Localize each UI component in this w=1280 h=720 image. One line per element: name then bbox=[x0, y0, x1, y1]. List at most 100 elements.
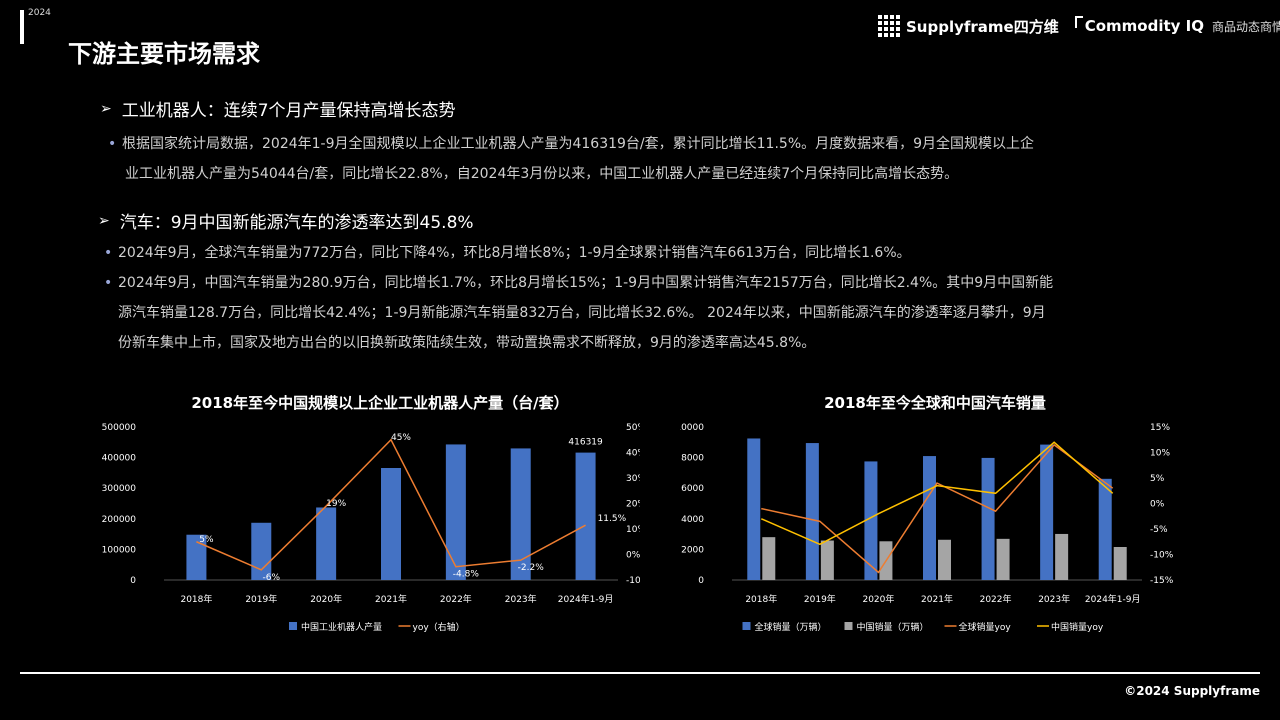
bullet-line: 业工业机器人产量为54044台/套，同比增长22.8%，自2024年3月份以来，… bbox=[125, 166, 959, 182]
footer-copyright: ©2024 Supplyframe bbox=[1124, 684, 1260, 698]
y-right-tick-label: 0% bbox=[1150, 500, 1165, 510]
y-right-tick-label: -10% bbox=[1150, 551, 1174, 561]
legend-label: 中国销量（万辆） bbox=[857, 621, 929, 633]
chart-title-auto: 2018年至今全球和中国汽车销量 bbox=[824, 394, 1046, 412]
data-label: 5% bbox=[199, 535, 214, 545]
y-right-tick-label: -15% bbox=[1150, 576, 1174, 586]
x-tick-label: 2021年 bbox=[921, 593, 953, 605]
bar bbox=[747, 438, 761, 580]
y-left-tick-label: 10000 bbox=[680, 423, 704, 433]
y-left-tick-label: 200000 bbox=[102, 515, 137, 525]
data-label: -4.8% bbox=[453, 570, 480, 580]
bar bbox=[762, 537, 776, 580]
supplyframe-logo-icon bbox=[878, 15, 900, 37]
bar bbox=[923, 456, 936, 580]
bar bbox=[996, 538, 1010, 580]
y-right-tick-label: -5% bbox=[1150, 525, 1168, 535]
bar bbox=[316, 507, 337, 580]
y-right-tick-label: 0% bbox=[626, 551, 640, 561]
x-tick-label: 2022年 bbox=[440, 593, 472, 605]
y-right-tick-label: 15% bbox=[1150, 423, 1170, 433]
x-tick-label: 2019年 bbox=[245, 593, 277, 605]
x-tick-label: 2018年 bbox=[180, 593, 212, 605]
y-left-tick-label: 6000 bbox=[681, 484, 704, 494]
bar bbox=[1113, 546, 1127, 580]
bar bbox=[805, 443, 819, 580]
page-title: 下游主要市场需求 bbox=[68, 40, 260, 68]
data-label: -2.2% bbox=[518, 563, 545, 573]
bar bbox=[251, 522, 272, 580]
y-left-tick-label: 2000 bbox=[681, 545, 704, 555]
x-tick-label: 2021年 bbox=[375, 593, 407, 605]
bar bbox=[1040, 444, 1054, 580]
y-right-tick-label: 40% bbox=[626, 449, 640, 459]
bar bbox=[381, 468, 401, 580]
footer-divider bbox=[20, 672, 1260, 674]
data-label: 19% bbox=[326, 499, 346, 509]
legend-swatch bbox=[742, 622, 751, 630]
legend-swatch bbox=[844, 622, 853, 630]
y-left-tick-label: 8000 bbox=[681, 454, 704, 464]
product-subtitle: 商品动态商情 bbox=[1212, 19, 1280, 34]
series-line bbox=[196, 438, 586, 571]
bar bbox=[820, 540, 834, 580]
bar bbox=[510, 448, 531, 580]
chart-title-robots: 2018年至今中国规模以上企业工业机器人产量（台/套） bbox=[191, 394, 569, 412]
brand-logo: Supplyframe四方维 Commodity IQ 商品动态商情 bbox=[878, 14, 1280, 38]
bar bbox=[575, 452, 596, 580]
series-line bbox=[761, 443, 1114, 574]
section-heading-auto: ➢ 汽车：9月中国新能源汽车的渗透率达到45.8% bbox=[98, 208, 474, 234]
bullet-line: 2024年9月，全球汽车销量为772万台，同比下降4%，环比8月增长8%；1-9… bbox=[118, 245, 911, 261]
bullet-line: 2024年9月，中国汽车销量为280.9万台，同比增长1.7%，环比8月增长15… bbox=[118, 275, 1054, 291]
data-label: -6% bbox=[263, 573, 281, 583]
data-label: 45% bbox=[391, 433, 411, 443]
y-right-tick-label: 50% bbox=[626, 423, 640, 433]
bracket-icon bbox=[1074, 16, 1083, 28]
bullet-dot-icon: • bbox=[104, 275, 113, 291]
bar bbox=[864, 461, 878, 580]
x-tick-label: 2024年1-9月 bbox=[1085, 593, 1141, 605]
legend-label: 中国工业机器人产量 bbox=[301, 621, 382, 633]
y-right-tick-label: 5% bbox=[1150, 474, 1165, 484]
bullet-auto-china: • 2024年9月，中国汽车销量为280.9万台，同比增长1.7%，环比8月增长1… bbox=[104, 268, 1214, 358]
legend-label: yoy（右轴） bbox=[413, 621, 465, 633]
section-heading-text: 工业机器人：连续7个月产量保持高增长态势 bbox=[121, 101, 456, 121]
legend-label: 中国销量yoy bbox=[1051, 621, 1104, 633]
y-right-tick-label: 10% bbox=[626, 525, 640, 535]
x-tick-label: 2023年 bbox=[505, 593, 537, 605]
x-tick-label: 2020年 bbox=[310, 593, 342, 605]
series-line bbox=[760, 441, 1114, 546]
bullet-dot-icon: • bbox=[108, 136, 117, 152]
bullet-auto-global: • 2024年9月，全球汽车销量为772万台，同比下降4%，环比8月增长8%；1-… bbox=[104, 238, 1214, 268]
y-left-tick-label: 400000 bbox=[102, 454, 137, 464]
section-heading-text: 汽车：9月中国新能源汽车的渗透率达到45.8% bbox=[119, 213, 474, 233]
robot-production-chart: 0 100000 200000 300000 400000 500000 -10% 0% 10%… bbox=[102, 423, 640, 633]
corner-mark bbox=[20, 10, 24, 44]
bullet-line: 根据国家统计局数据，2024年1-9月全国规模以上企业工业机器人产量为41631… bbox=[122, 136, 1035, 152]
y-right-tick-label: 30% bbox=[626, 474, 640, 484]
brand-name: Supplyframe四方维 bbox=[906, 17, 1059, 36]
bar bbox=[981, 457, 995, 580]
bar bbox=[445, 444, 466, 580]
bullet-line: 份新车集中上市，国家及地方出台的以旧换新政策陆续生效，带动置换需求不断释放，9月… bbox=[118, 335, 816, 351]
x-tick-label: 2022年 bbox=[980, 593, 1012, 605]
x-tick-label: 2024年1-9月 bbox=[558, 593, 614, 605]
product-name: Commodity IQ bbox=[1084, 17, 1204, 35]
y-left-tick-label: 4000 bbox=[681, 515, 704, 525]
x-tick-label: 2020年 bbox=[862, 593, 894, 605]
bar bbox=[938, 539, 951, 580]
bullet-dot-icon: • bbox=[104, 245, 113, 261]
x-tick-label: 2023年 bbox=[1038, 593, 1070, 605]
legend-swatch bbox=[289, 622, 297, 630]
y-right-tick-label: -10% bbox=[626, 576, 640, 586]
arrow-bullet-icon: ➢ bbox=[98, 212, 110, 229]
auto-sales-chart: 0 2000 4000 6000 8000 10000 -15% -10% -5% 0% 5% 10%… bbox=[680, 423, 1174, 633]
bullet-robots: • 根据国家统计局数据，2024年1-9月全国规模以上企业工业机器人产量为4163… bbox=[108, 129, 1208, 189]
corner-tag: 2024 bbox=[28, 8, 51, 18]
bullet-line: 源汽车销量128.7万台，同比增长42.4%；1-9月新能源汽车销量832万台，… bbox=[118, 305, 1046, 321]
y-left-tick-label: 0 bbox=[698, 576, 704, 586]
y-left-tick-label: 300000 bbox=[102, 484, 137, 494]
bar bbox=[186, 534, 207, 580]
y-left-tick-label: 500000 bbox=[102, 423, 137, 433]
legend-label: 全球销量（万辆） bbox=[755, 621, 827, 633]
